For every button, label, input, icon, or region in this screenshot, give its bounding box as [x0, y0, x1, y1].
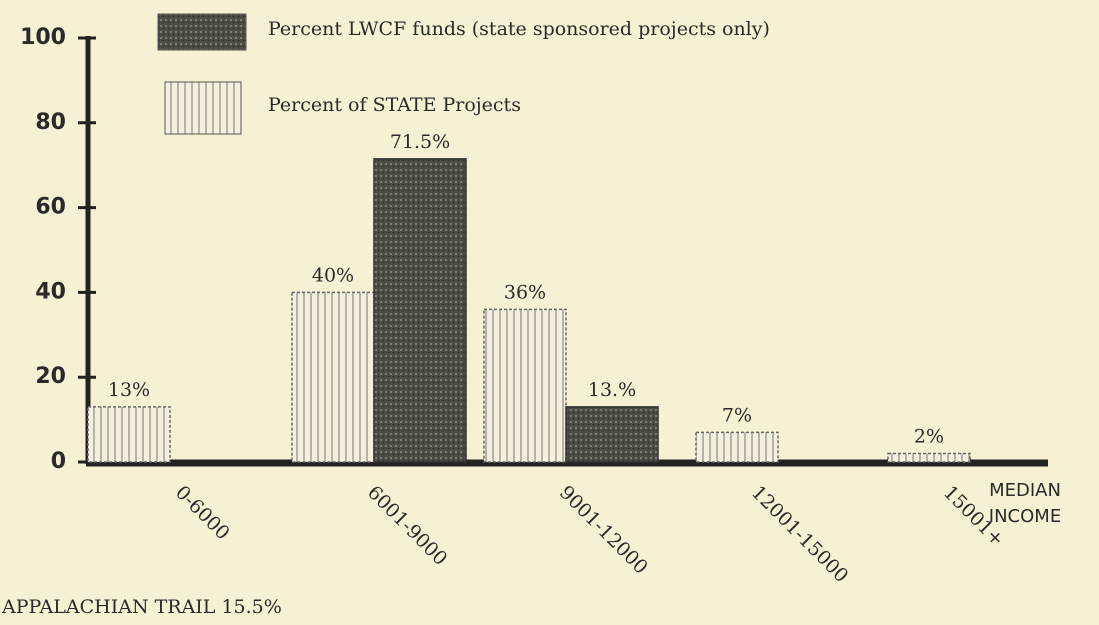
value-label: 36% [504, 281, 546, 303]
value-label: 13.% [588, 379, 636, 401]
x-tick-label: 6001-9000 [363, 482, 451, 570]
y-tick-label: 100 [20, 25, 66, 50]
y-tick-label: 40 [35, 279, 66, 304]
bar [373, 158, 467, 463]
bar [87, 406, 171, 463]
value-label: 2% [914, 426, 944, 448]
bar [483, 308, 567, 463]
y-tick-label: 20 [35, 364, 66, 389]
bar [565, 406, 659, 463]
x-axis-label: MEDIAN INCOME [988, 480, 1062, 527]
legend-label: Percent LWCF funds (state sponsored proj… [268, 18, 770, 40]
bar [695, 431, 779, 463]
x-tick-label: 12001-15000 [747, 482, 853, 588]
y-tick-label: 80 [35, 110, 66, 135]
x-tick-label: 0-6000 [171, 482, 234, 545]
value-label: 7% [722, 404, 752, 426]
legend-label: Percent of STATE Projects [268, 94, 521, 116]
x-tick-label: 9001-12000 [555, 482, 652, 579]
y-tick-label: 60 [35, 195, 66, 220]
legend-swatch [157, 13, 247, 51]
y-tick-label: 0 [51, 449, 66, 474]
value-label: 13% [108, 379, 150, 401]
value-label: 71.5% [390, 131, 450, 153]
bar [291, 291, 375, 463]
bar [887, 452, 971, 463]
annotation: APPALACHIAN TRAIL 15.5% [1, 596, 282, 618]
value-label: 40% [312, 264, 354, 286]
legend-swatch [164, 81, 242, 135]
